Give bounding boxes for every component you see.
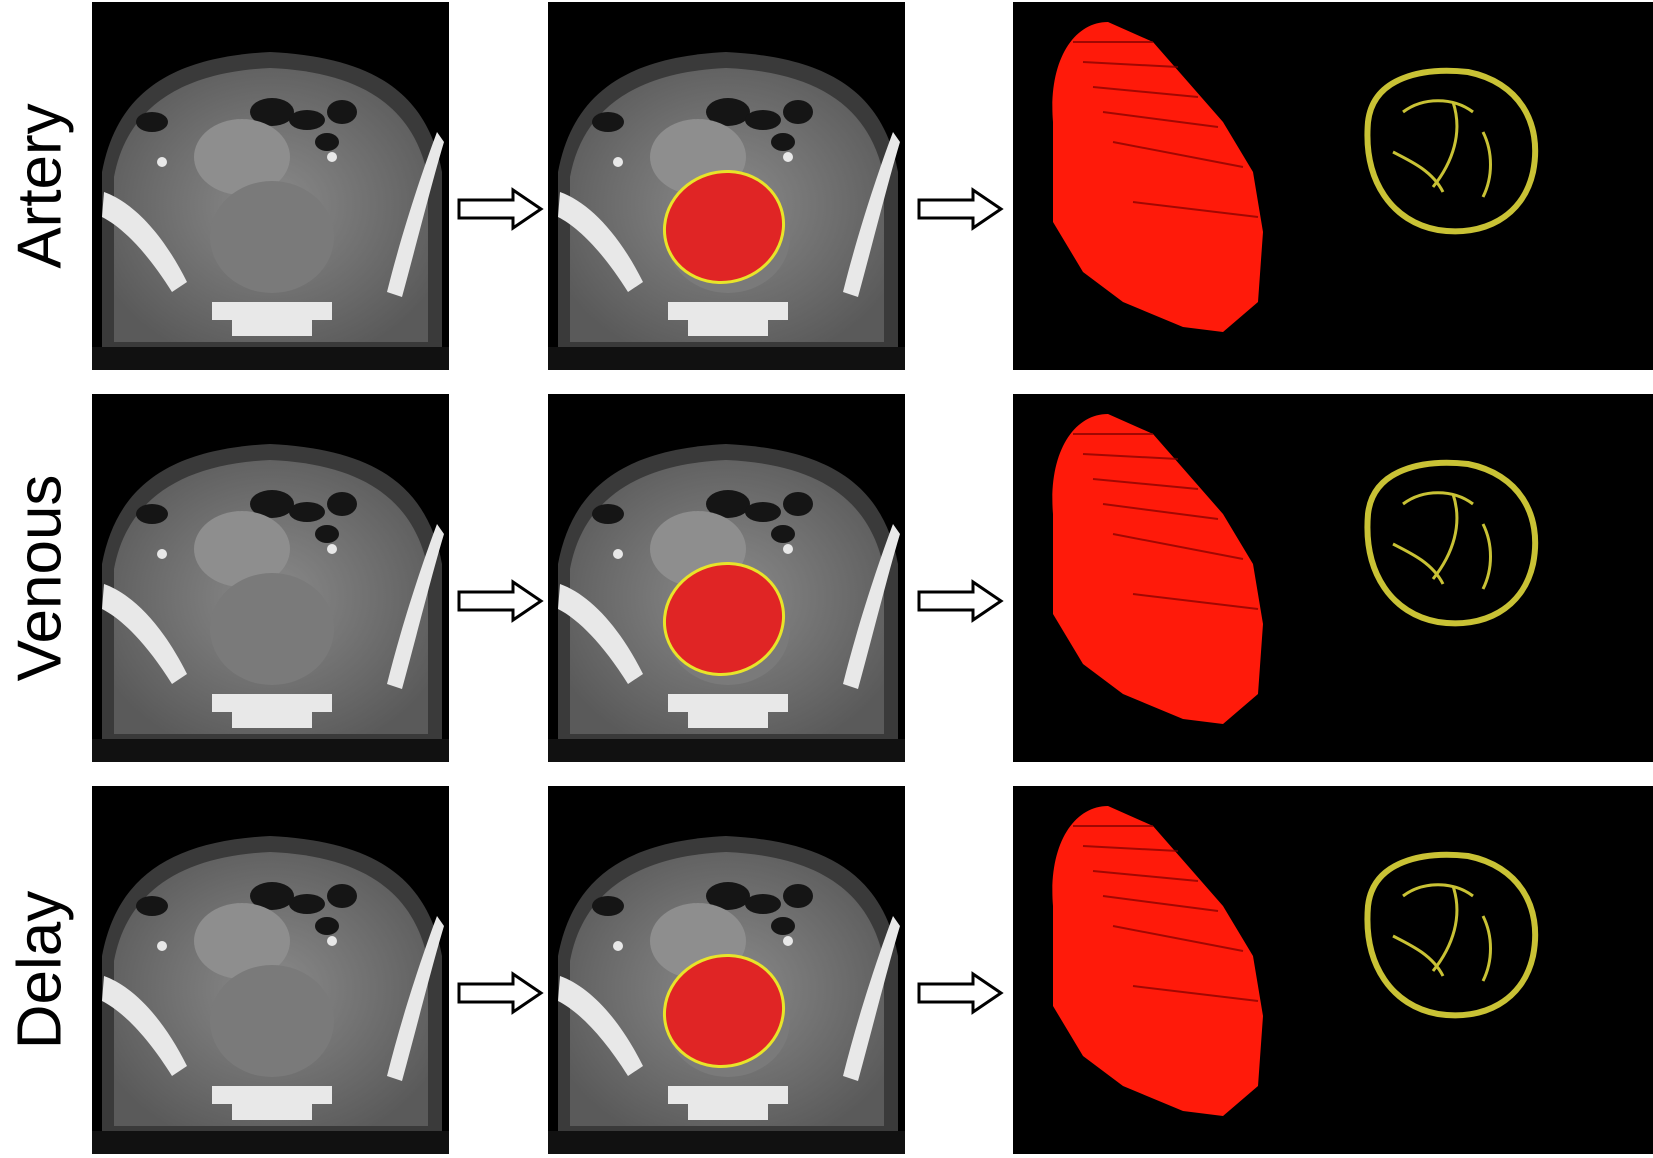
right-arrow-icon — [455, 186, 545, 232]
phase-label: Artery — [0, 0, 80, 372]
phase-label-text: Venous — [5, 474, 75, 682]
row-venous: Venous — [0, 392, 1653, 764]
phase-label-text: Artery — [5, 103, 75, 269]
ct-image-segmented — [548, 2, 905, 370]
right-arrow-icon — [915, 578, 1005, 624]
phase-label-text: Delay — [5, 890, 75, 1050]
ct-image-original — [92, 394, 449, 762]
3d-reconstruction — [1013, 786, 1653, 1154]
3d-reconstruction — [1013, 394, 1653, 762]
ct-image-original — [92, 2, 449, 370]
ct-image-original — [92, 786, 449, 1154]
3d-reconstruction — [1013, 2, 1653, 370]
phase-label: Delay — [0, 784, 80, 1156]
ct-image-segmented — [548, 394, 905, 762]
right-arrow-icon — [915, 186, 1005, 232]
phase-label: Venous — [0, 392, 80, 764]
ct-image-segmented — [548, 786, 905, 1154]
right-arrow-icon — [455, 970, 545, 1016]
row-artery: Artery — [0, 0, 1653, 372]
right-arrow-icon — [915, 970, 1005, 1016]
row-delay: Delay — [0, 784, 1653, 1156]
right-arrow-icon — [455, 578, 545, 624]
